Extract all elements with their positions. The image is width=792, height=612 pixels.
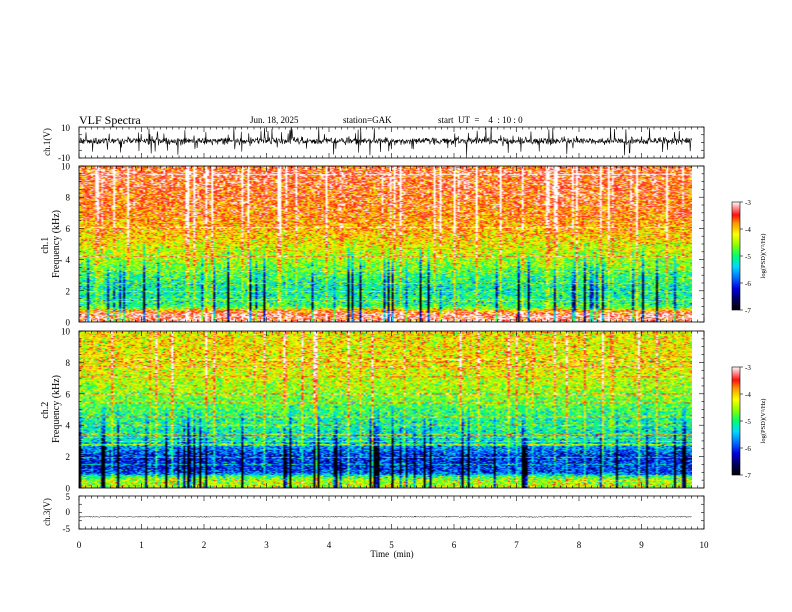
x-tick-label: 6 [452, 540, 457, 550]
y-tick-label: 4 [66, 255, 71, 265]
ch3-waveform-ytick-mid: 0 [66, 507, 71, 517]
x-tick-label: 5 [389, 540, 394, 550]
station-label: station=GAK [343, 115, 392, 125]
y-tick-label: 6 [66, 224, 71, 234]
ch1-spectrogram-image [79, 166, 692, 322]
ch1-waveform-panel: 10 -10 ch.1(V) [42, 123, 705, 163]
colorbar-tick-label: -7 [745, 472, 751, 480]
ch1-colorbar: -3 -4 -5 -6 -7 log(PSD)(V²/Hz) [731, 199, 767, 315]
x-tick-label: 7 [514, 540, 519, 550]
x-axis-label: Time (min) [370, 549, 413, 559]
ch2-spectrogram-ylabel-line2: Frequency (kHz) [51, 375, 62, 443]
ch1-waveform-ytick-bottom: -10 [58, 153, 70, 163]
ch3-waveform-panel: 5 0 -5 ch.3(V) [42, 492, 705, 534]
colorbar-tick-label: -7 [745, 307, 751, 315]
ch1-waveform-trace [79, 127, 692, 156]
y-tick-label: 4 [66, 421, 71, 431]
y-tick-label: 8 [66, 193, 71, 203]
colorbar-tick-label: -5 [745, 253, 751, 261]
x-tick-label: 10 [700, 540, 710, 550]
y-tick-label: 6 [66, 389, 71, 399]
colorbar-tick-label: -6 [745, 445, 751, 453]
colorbar-tick-label: -4 [745, 391, 751, 399]
colorbar-tick-label: -3 [745, 364, 751, 372]
y-tick-label: 2 [66, 452, 71, 462]
ch2-spectrogram-ticks [78, 330, 705, 489]
colorbar-tick-label: -5 [745, 418, 751, 426]
y-tick-label: 0 [66, 318, 71, 328]
y-tick-label: 8 [66, 358, 71, 368]
ch2-colorbar-ticks: -3 -4 -5 -6 -7 [740, 364, 751, 480]
y-tick-label: 0 [66, 484, 71, 494]
date-label: Jun. 18, 2025 [250, 115, 299, 125]
ch1-colorbar-bar [731, 201, 741, 311]
ch1-spectrogram-ylabel: ch.1 Frequency (kHz) [40, 210, 62, 278]
ch3-waveform-ytick-bottom: -5 [63, 524, 71, 534]
ch1-colorbar-ticks: -3 -4 -5 -6 -7 [740, 199, 751, 315]
x-tick-label: 8 [577, 540, 582, 550]
ch1-waveform-ticks [78, 126, 705, 159]
ch2-colorbar: -3 -4 -5 -6 -7 log(PSD)(V²/Hz) [731, 364, 767, 480]
x-tick-label: 0 [77, 540, 82, 550]
ch1-waveform-ylabel: ch.1(V) [42, 128, 52, 156]
ch1-spectrogram-ticks [78, 165, 705, 323]
y-tick-label: 10 [61, 327, 71, 337]
start-time-label: start UT = 4 : 10 : 0 [438, 115, 523, 125]
ch2-spectrogram-ylabel-line1: ch.2 [40, 402, 51, 419]
x-tick-label: 4 [327, 540, 332, 550]
ch3-waveform-trace [79, 515, 692, 519]
ch2-spectrogram-image [79, 331, 692, 488]
ch1-spectrogram-ylabel-line2: Frequency (kHz) [51, 210, 62, 278]
x-tick-label: 9 [639, 540, 644, 550]
ch3-waveform-ytick-top: 5 [66, 492, 71, 502]
x-axis-tick-labels: 0 1 2 3 4 5 6 7 8 9 10 [77, 540, 709, 550]
ch1-colorbar-label: log(PSD)(V²/Hz) [760, 234, 767, 279]
ch2-spectrogram-ylabel: ch.2 Frequency (kHz) [40, 375, 62, 443]
colorbar-tick-label: -6 [745, 280, 751, 288]
ch2-spectrogram-panel: 0 2 4 6 8 10 ch.2 Frequency (kHz) [40, 327, 705, 494]
figure-title: VLF Spectra [79, 113, 141, 127]
ch1-spectrogram-panel: 0 2 4 6 8 10 ch.1 Frequency (kHz) [40, 162, 705, 328]
y-tick-label: 2 [66, 286, 71, 296]
ch2-colorbar-label: log(PSD)(V²/Hz) [760, 399, 767, 444]
x-tick-label: 1 [139, 540, 144, 550]
ch2-colorbar-bar [731, 366, 741, 476]
ch1-waveform-ytick-top: 10 [61, 123, 71, 133]
x-tick-label: 3 [264, 540, 269, 550]
ch1-spectrogram-ylabel-line1: ch.1 [40, 237, 51, 254]
y-tick-label: 10 [61, 162, 71, 172]
colorbar-tick-label: -4 [745, 226, 751, 234]
ch3-waveform-ticks [78, 495, 705, 530]
ch1-spectrogram-ytick-labels: 0 2 4 6 8 10 [61, 162, 71, 328]
x-tick-label: 2 [202, 540, 207, 550]
ch2-spectrogram-ytick-labels: 0 2 4 6 8 10 [61, 327, 71, 494]
ch3-waveform-ylabel: ch.3(V) [42, 498, 52, 526]
colorbar-tick-label: -3 [745, 199, 751, 207]
